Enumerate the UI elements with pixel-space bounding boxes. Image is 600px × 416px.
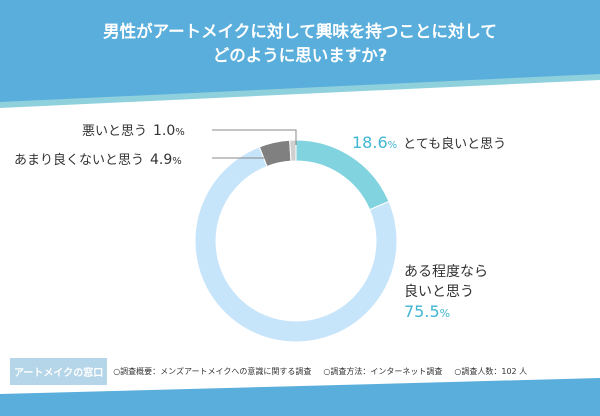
header-band <box>0 0 600 102</box>
label-somewhat-good-pct: 75.5 <box>404 302 440 321</box>
label-bad-pct: 1.0 <box>153 123 176 139</box>
footer: アートメイクの窓口 ○調査概要：メンズアートメイクへの意識に関する調査 ○調査方… <box>10 358 539 385</box>
label-bad-text: 悪いと思う <box>82 124 148 139</box>
donut-chart <box>194 139 398 343</box>
survey-count: ○調査人数：102 人 <box>454 367 528 376</box>
pct-unit: % <box>175 127 185 138</box>
label-very-good: 18.6% とても良いと思う <box>352 133 506 152</box>
label-very-good-text: とても良いと思う <box>403 137 507 152</box>
page-title: 男性がアートメイクに対して興味を持つことに対して どのように思いますか? <box>0 20 600 68</box>
brand-logo: アートメイクの窓口 <box>10 358 108 385</box>
label-somewhat-good: ある程度なら 良いと思う 75.5% <box>404 262 488 324</box>
label-not-good-text: あまり良くないと思う <box>14 153 145 168</box>
pct-unit: % <box>172 156 182 167</box>
label-very-good-pct: 18.6 <box>352 133 388 152</box>
label-somewhat-good-text-1: ある程度なら <box>404 264 488 280</box>
label-somewhat-good-text-2: 良いと思う <box>404 284 474 300</box>
survey-method: ○調査方法：インターネット調査 <box>323 367 443 376</box>
title-line-1: 男性がアートメイクに対して興味を持つことに対して <box>103 22 497 41</box>
title-line-2: どのように思いますか? <box>212 46 388 65</box>
survey-summary: ○調査概要：メンズアートメイクへの意識に関する調査 <box>113 367 312 376</box>
label-not-good: あまり良くないと思う 4.9% <box>14 149 182 168</box>
footer-band <box>0 378 600 416</box>
label-bad: 悪いと思う 1.0% <box>82 120 185 139</box>
label-not-good-pct: 4.9 <box>150 152 173 168</box>
pct-unit: % <box>439 307 451 320</box>
donut-slice-3 <box>289 139 297 162</box>
donut-slice-1 <box>194 146 398 343</box>
pct-unit: % <box>387 140 398 151</box>
leader-line-bad <box>212 129 297 145</box>
